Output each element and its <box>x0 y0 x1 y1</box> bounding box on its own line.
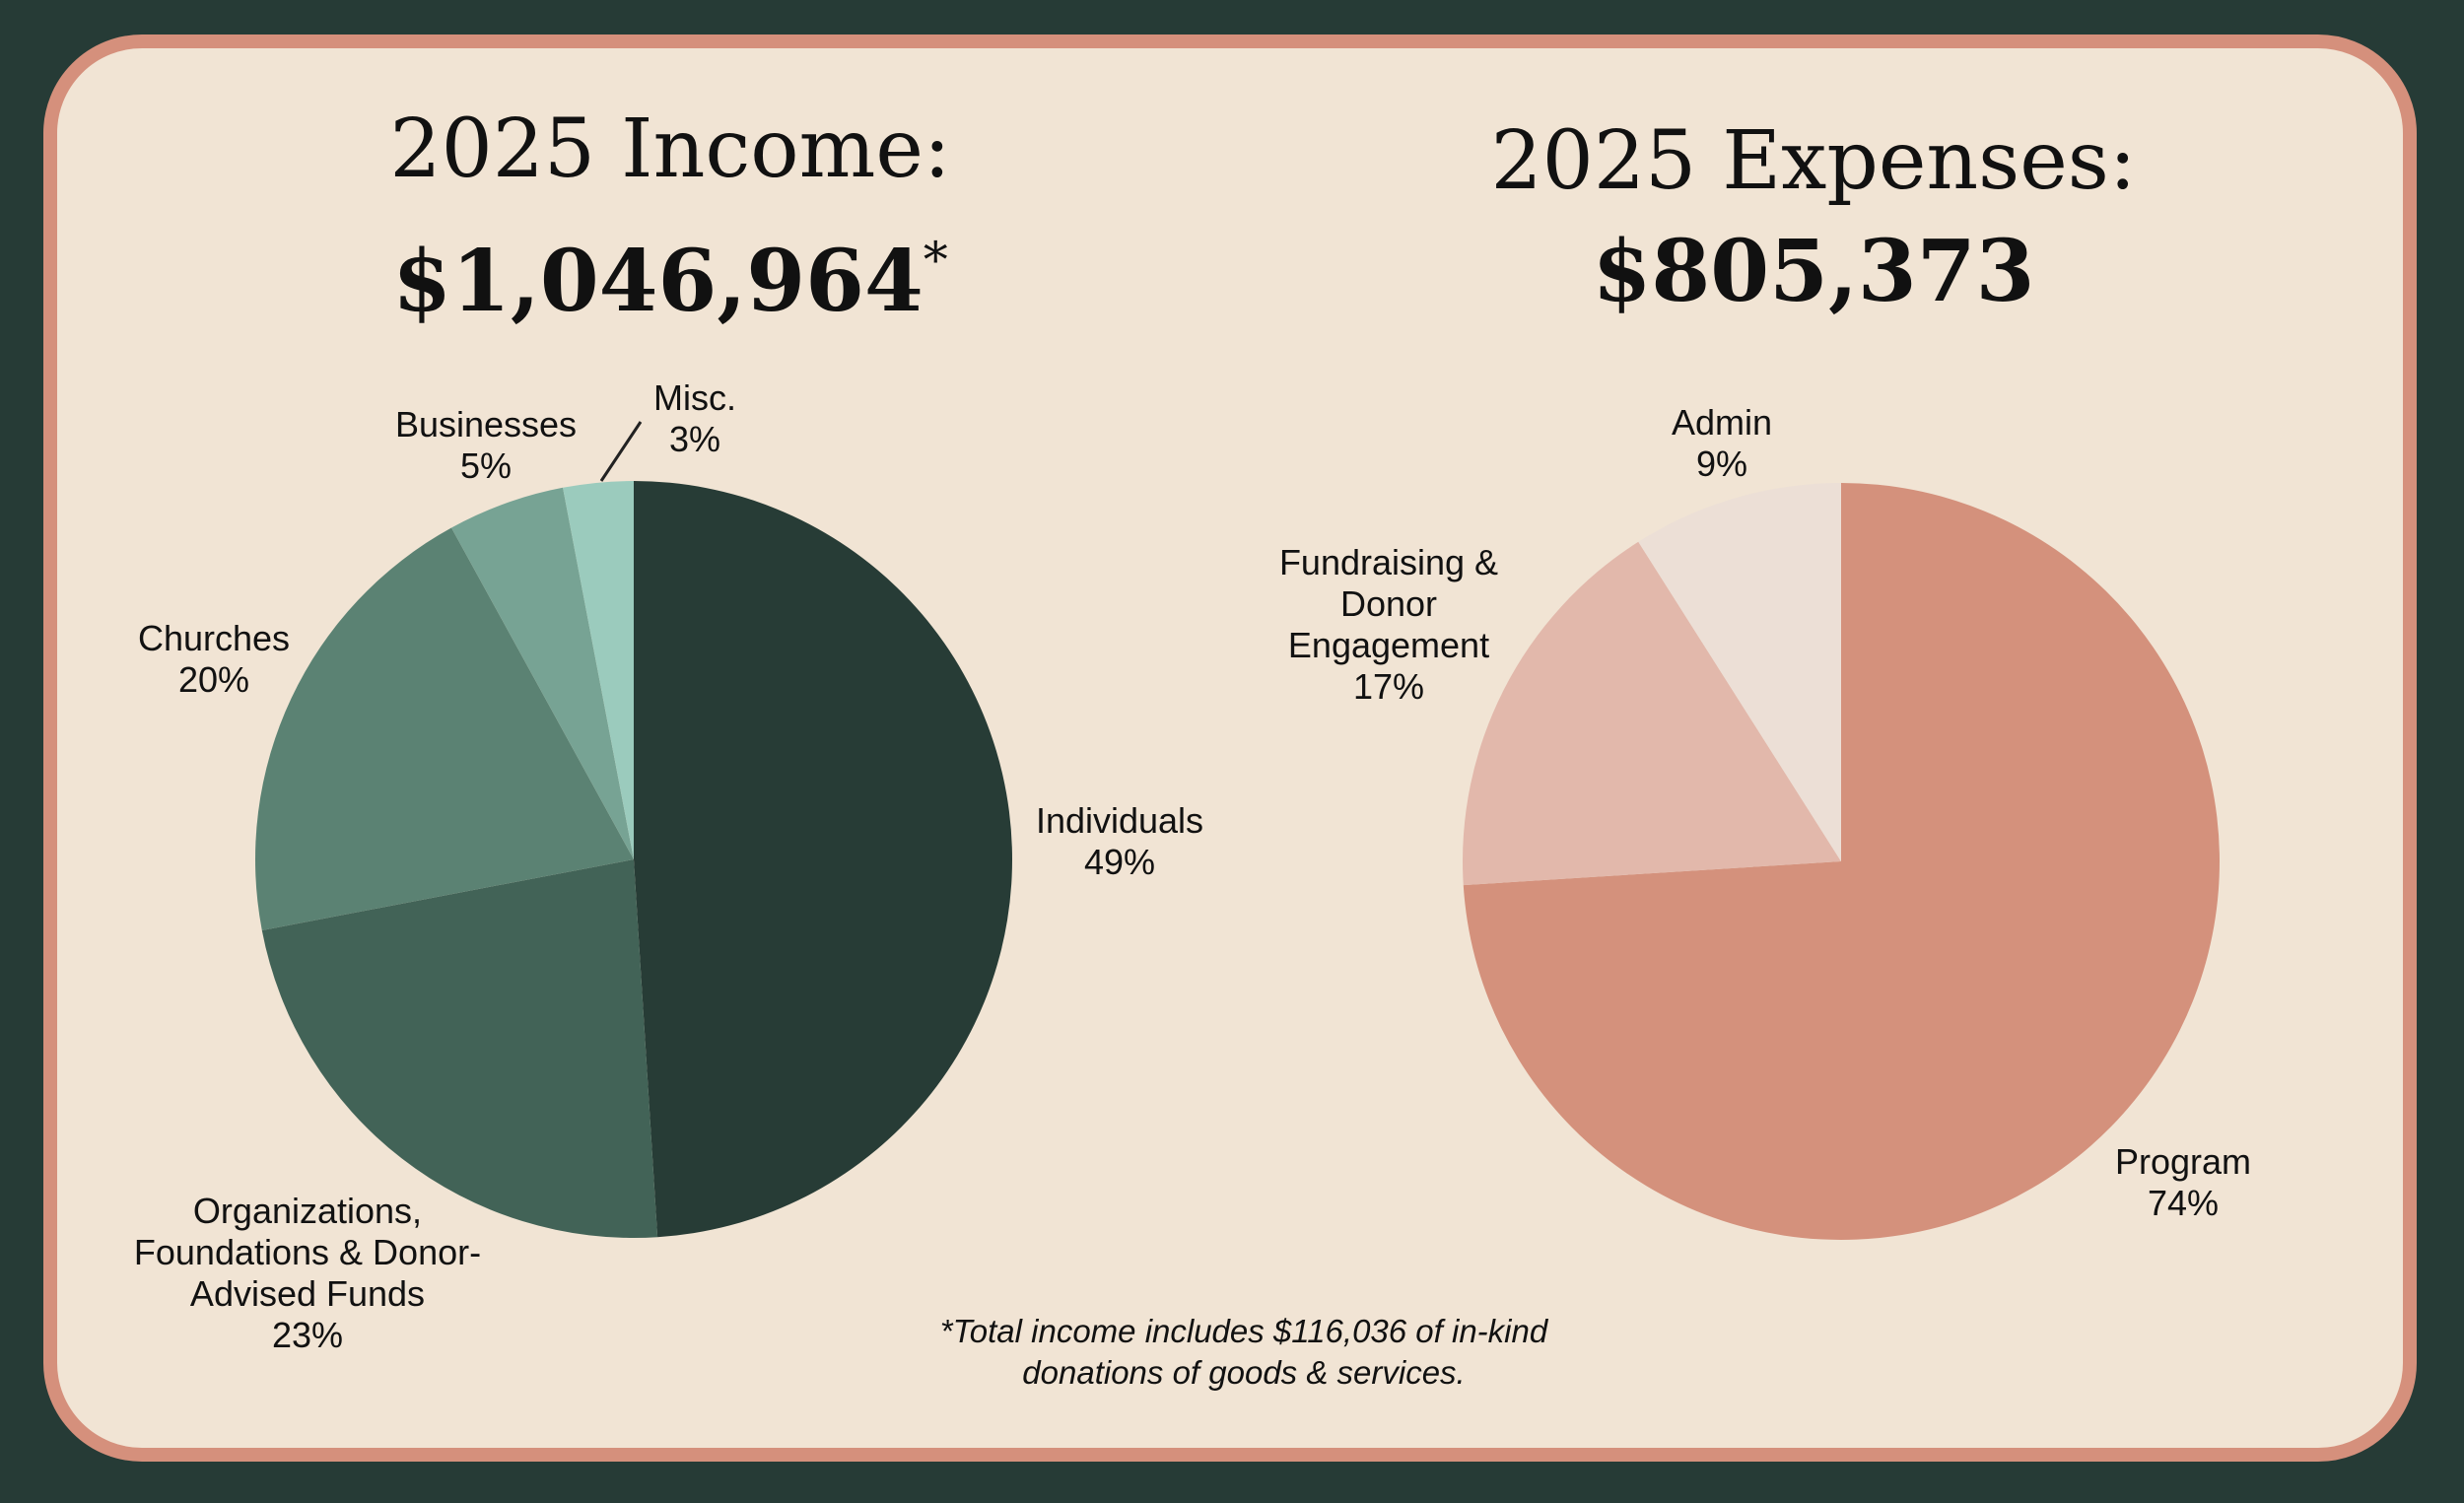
footnote-line-2: donations of goods & services. <box>1022 1354 1466 1391</box>
expense-label-fundraising-name-1: Donor <box>1339 583 1438 624</box>
income-footnote: *Total income includes $116,036 of in-ki… <box>940 1311 1547 1394</box>
income-label-businesses: Businesses 5% <box>395 404 577 487</box>
expense-title: 2025 Expenses: $805,373 <box>1439 106 2188 327</box>
expense-label-admin-name-0: Admin <box>1671 402 1773 443</box>
income-label-churches-name-0: Churches <box>137 618 291 658</box>
income-label-churches: Churches 20% <box>138 618 290 701</box>
income-label-misc-percent: 3% <box>668 419 721 459</box>
footnote-line-1: *Total income includes $116,036 of in-ki… <box>939 1313 1548 1349</box>
expense-slice-program <box>1463 483 2220 1241</box>
expense-label-program: Program 74% <box>2115 1141 2251 1224</box>
income-label-businesses-percent: 5% <box>459 445 513 486</box>
income-label-misc-name-0: Misc. <box>653 377 736 418</box>
expense-label-program-name-0: Program <box>2114 1141 2252 1182</box>
income-label-organizations-percent: 23% <box>271 1315 344 1355</box>
expense-label-program-percent: 74% <box>2147 1183 2220 1223</box>
income-amount: $1,046,964 <box>392 232 924 331</box>
expense-label-admin: Admin 9% <box>1672 402 1772 485</box>
income-label-individuals: Individuals 49% <box>1036 800 1203 883</box>
income-label-misc: Misc. 3% <box>653 377 736 460</box>
income-slice-misc <box>563 481 634 859</box>
expense-slice-admin <box>1638 483 1841 861</box>
income-label-organizations: Organizations, Foundations & Donor- Advise… <box>134 1191 481 1356</box>
income-leader-line <box>599 421 643 482</box>
income-label-organizations-name-0: Organizations, <box>192 1191 423 1231</box>
income-label-individuals-percent: 49% <box>1083 842 1156 882</box>
expense-total: $805,373 <box>1592 222 2035 321</box>
income-total: $1,046,964* <box>296 205 1045 337</box>
expense-title-label: 2025 Expenses: <box>1490 114 2137 208</box>
income-title-label: 2025 Income: <box>389 102 951 196</box>
income-label-individuals-name-0: Individuals <box>1035 800 1204 841</box>
expense-label-fundraising: Fundraising & Donor Engagement 17% <box>1279 542 1498 708</box>
expense-label-fundraising-name-0: Fundraising & <box>1278 542 1499 582</box>
income-label-businesses-name-0: Businesses <box>394 404 578 444</box>
expense-slice-fundraising <box>1462 541 1841 886</box>
income-label-organizations-name-2: Advised Funds <box>189 1273 426 1314</box>
income-slice-churches <box>255 527 634 930</box>
income-slice-organizations <box>261 859 658 1239</box>
expense-label-fundraising-percent: 17% <box>1352 666 1425 707</box>
income-slice-individuals <box>634 481 1013 1238</box>
income-label-churches-percent: 20% <box>177 659 250 700</box>
income-label-organizations-name-1: Foundations & Donor- <box>133 1232 482 1272</box>
expense-label-fundraising-name-2: Engagement <box>1287 625 1490 665</box>
income-title: 2025 Income: $1,046,964* <box>296 95 1045 337</box>
income-slice-businesses <box>451 487 634 859</box>
income-footnote-marker: * <box>923 232 948 289</box>
expense-label-admin-percent: 9% <box>1695 444 1748 484</box>
